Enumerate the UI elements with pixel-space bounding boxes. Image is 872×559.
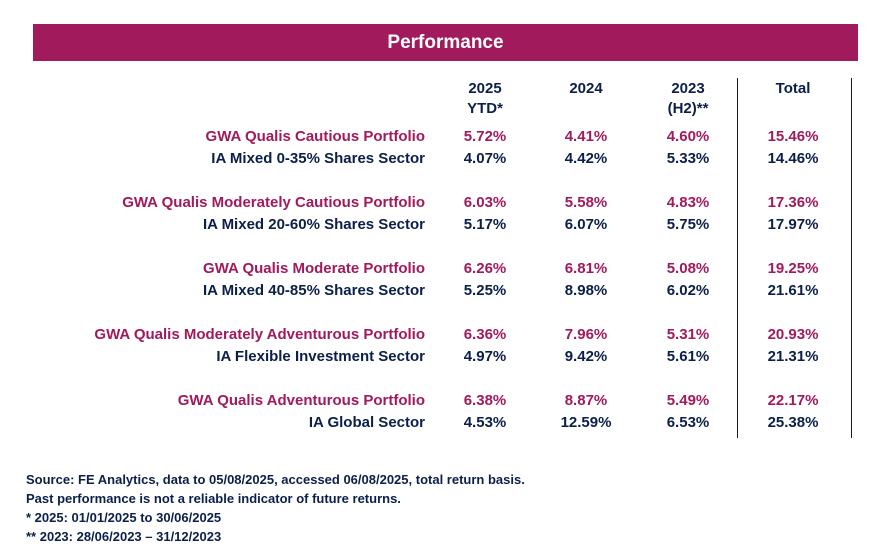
return-value-cell: 5.49% [666,392,710,409]
return-value-cell: 17.36% [767,194,819,211]
column-header-line1: 2024 [569,80,603,97]
return-value-cell: 5.33% [666,150,710,167]
return-value-cell: 4.83% [666,194,710,211]
portfolio-row: GWA Qualis Moderate Portfolio 6.26% 6.81% 5… [0,260,872,280]
return-value-cell: 6.02% [666,282,710,299]
sector-name: IA Global Sector [308,414,425,431]
sector-row: IA Flexible Investment Sector 4.97% 9.42% 5… [0,348,872,368]
sector-row: IA Mixed 40-85% Shares Sector 5.25% 8.98% 6… [0,282,872,302]
total-column-left-divider [737,78,738,438]
column-header-line1: 2025 [468,80,502,97]
sector-name: IA Flexible Investment Sector [216,348,425,365]
column-header-2023: 2023 (H2)** [648,79,728,119]
return-value-cell: 4.53% [463,414,507,431]
footnote-disclaimer: Past performance is not a reliable indic… [26,491,401,506]
return-value-cell: 6.03% [463,194,507,211]
return-value-cell: 25.38% [767,414,819,431]
column-header-total: Total [753,79,833,99]
return-value-cell: 14.46% [767,150,819,167]
return-value-cell: 15.46% [767,128,819,145]
portfolio-name: GWA Qualis Moderately Cautious Portfolio [122,194,425,211]
return-value-cell: 6.81% [564,260,608,277]
sector-row: IA Mixed 0-35% Shares Sector 4.07% 4.42% 5.… [0,150,872,170]
portfolio-row: GWA Qualis Adventurous Portfolio 6.38% 8.8… [0,392,872,412]
return-value-cell: 5.31% [666,326,710,343]
footnote-2023-period: ** 2023: 28/06/2023 – 31/12/2023 [26,529,222,544]
sector-row: IA Mixed 20-60% Shares Sector 5.17% 6.07% 5… [0,216,872,236]
return-value-cell: 17.97% [767,216,819,233]
return-value-cell: 5.17% [463,216,507,233]
column-header-line2: YTD* [467,100,503,117]
column-header-line2: (H2)** [667,100,709,117]
return-value-cell: 5.61% [666,348,710,365]
return-value-cell: 20.93% [767,326,819,343]
return-value-cell: 5.58% [564,194,608,211]
column-header-line1: Total [775,80,811,97]
return-value-cell: 4.41% [564,128,608,145]
portfolio-name: GWA Qualis Cautious Portfolio [205,128,425,145]
portfolio-name: GWA Qualis Adventurous Portfolio [177,392,425,409]
return-value-cell: 9.42% [564,348,608,365]
return-value-cell: 4.60% [666,128,710,145]
return-value-cell: 4.42% [564,150,608,167]
chart-title: Performance [387,31,504,53]
return-value-cell: 22.17% [767,392,819,409]
column-header-2025: 2025 YTD* [445,79,525,119]
return-value-cell: 12.59% [560,414,612,431]
return-value-cell: 5.25% [463,282,507,299]
footnote-source: Source: FE Analytics, data to 05/08/2025… [26,472,525,487]
return-value-cell: 21.61% [767,282,819,299]
return-value-cell: 21.31% [767,348,819,365]
sector-row: IA Global Sector 4.53% 12.59% 6.53% 25.38% [0,414,872,434]
return-value-cell: 5.75% [666,216,710,233]
portfolio-row: GWA Qualis Moderately Cautious Portfolio… [0,194,872,214]
return-value-cell: 6.38% [463,392,507,409]
return-value-cell: 6.26% [463,260,507,277]
portfolio-name: GWA Qualis Moderate Portfolio [203,260,425,277]
title-banner: Performance [33,24,858,61]
portfolio-row: GWA Qualis Cautious Portfolio 5.72% 4.41% 4… [0,128,872,148]
footnote-2025-period: * 2025: 01/01/2025 to 30/06/2025 [26,510,222,525]
portfolio-row: GWA Qualis Moderately Adventurous Portfo… [0,326,872,346]
return-value-cell: 6.36% [463,326,507,343]
return-value-cell: 8.87% [564,392,608,409]
column-header-2024: 2024 [546,79,626,99]
return-value-cell: 5.08% [666,260,710,277]
sector-name: IA Mixed 0-35% Shares Sector [211,150,425,167]
return-value-cell: 5.72% [463,128,507,145]
portfolio-name: GWA Qualis Moderately Adventurous Portfo… [94,326,425,343]
total-column-right-divider [851,78,852,438]
sector-name: IA Mixed 20-60% Shares Sector [202,216,425,233]
footnotes: Source: FE Analytics, data to 05/08/2025… [26,470,525,546]
return-value-cell: 19.25% [767,260,819,277]
return-value-cell: 6.53% [666,414,710,431]
return-value-cell: 4.07% [463,150,507,167]
column-header-line1: 2023 [671,80,705,97]
return-value-cell: 7.96% [564,326,608,343]
return-value-cell: 4.97% [463,348,507,365]
return-value-cell: 8.98% [564,282,608,299]
sector-name: IA Mixed 40-85% Shares Sector [202,282,425,299]
return-value-cell: 6.07% [564,216,608,233]
